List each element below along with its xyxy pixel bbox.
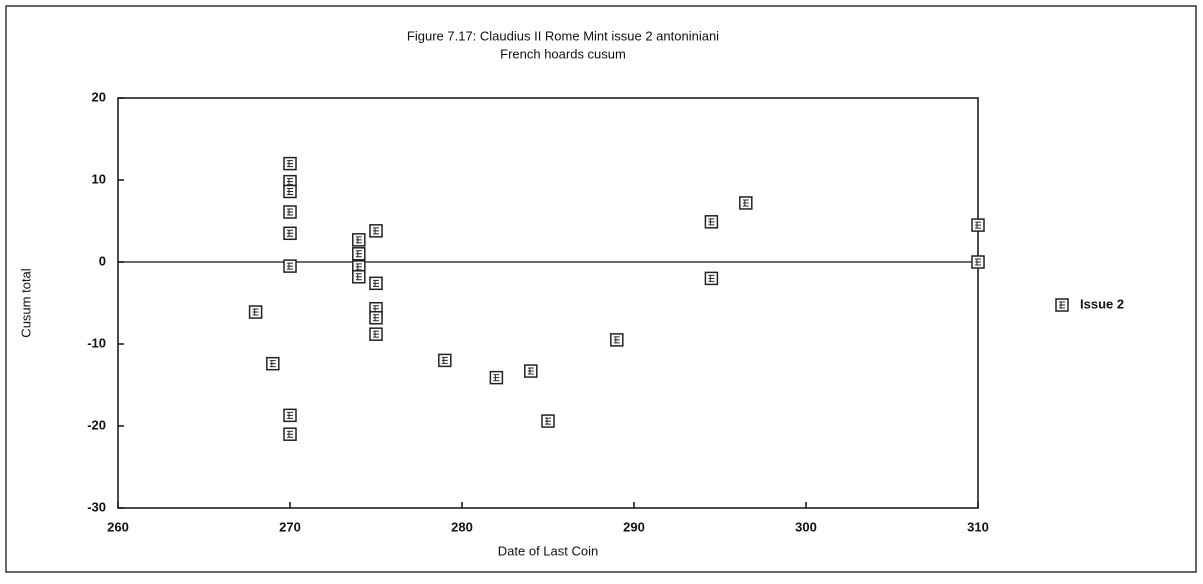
marker-hatch bbox=[287, 262, 293, 270]
y-tick-label: 20 bbox=[92, 89, 106, 104]
x-tick-label: 260 bbox=[107, 519, 129, 534]
marker-hatch bbox=[287, 187, 293, 195]
chart-title: Figure 7.17: Claudius II Rome Mint issue… bbox=[407, 28, 719, 43]
marker-hatch bbox=[355, 273, 362, 281]
data-point bbox=[541, 414, 555, 428]
data-point bbox=[438, 353, 452, 368]
y-tick-label: -10 bbox=[87, 335, 106, 350]
data-point bbox=[352, 247, 366, 261]
data-point bbox=[266, 356, 280, 371]
marker-hatch bbox=[708, 274, 715, 282]
marker-hatch bbox=[355, 263, 362, 271]
data-point bbox=[610, 333, 624, 347]
marker-hatch bbox=[373, 305, 379, 313]
data-point bbox=[704, 215, 719, 229]
x-tick-label: 300 bbox=[795, 519, 817, 534]
marker-hatch bbox=[1059, 301, 1065, 309]
y-tick-label: 0 bbox=[99, 253, 106, 268]
marker-hatch bbox=[493, 374, 500, 382]
marker-hatch bbox=[373, 279, 379, 287]
frame bbox=[5, 5, 1197, 573]
marker-hatch bbox=[287, 430, 293, 438]
marker-hatch bbox=[373, 314, 379, 322]
y-tick-label: -20 bbox=[87, 417, 106, 432]
data-point bbox=[369, 311, 383, 325]
data-point bbox=[283, 184, 297, 199]
data-point bbox=[524, 364, 538, 378]
data-point bbox=[971, 218, 985, 232]
data-point bbox=[283, 408, 297, 423]
data-point bbox=[283, 156, 297, 171]
x-tick-label: 290 bbox=[623, 519, 645, 534]
marker-hatch bbox=[527, 367, 534, 375]
x-tick-label: 270 bbox=[279, 519, 301, 534]
marker-hatch bbox=[975, 258, 981, 266]
data-point bbox=[739, 196, 753, 210]
x-axis-label: Date of Last Coin bbox=[498, 543, 598, 558]
marker-hatch bbox=[708, 218, 715, 226]
marker-hatch bbox=[287, 178, 293, 186]
legend-marker bbox=[1055, 298, 1069, 312]
y-axis-label: Cusum total bbox=[18, 268, 33, 337]
data-point bbox=[971, 255, 985, 269]
y-tick-label: -30 bbox=[87, 499, 106, 514]
data-point bbox=[489, 370, 504, 385]
data-point bbox=[352, 233, 366, 247]
marker-hatch bbox=[287, 208, 293, 216]
legend-label: Issue 2 bbox=[1080, 296, 1124, 311]
marker-hatch bbox=[441, 356, 448, 364]
marker-hatch bbox=[742, 199, 749, 207]
data-point bbox=[352, 270, 366, 284]
marker-hatch bbox=[252, 308, 259, 316]
marker-hatch bbox=[355, 250, 362, 258]
marker-hatch bbox=[287, 160, 293, 168]
data-point bbox=[704, 271, 719, 286]
data-point bbox=[369, 224, 383, 238]
data-point bbox=[283, 259, 297, 273]
data-point bbox=[283, 226, 297, 241]
marker-hatch bbox=[355, 236, 362, 244]
marker-hatch bbox=[613, 336, 620, 344]
x-tick-label: 310 bbox=[967, 519, 989, 534]
data-point bbox=[283, 205, 297, 219]
marker-hatch bbox=[269, 360, 276, 368]
chart-subtitle: French hoards cusum bbox=[500, 46, 626, 61]
data-point bbox=[283, 427, 297, 441]
marker-hatch bbox=[373, 330, 379, 338]
x-tick-label: 280 bbox=[451, 519, 473, 534]
y-tick-label: 10 bbox=[92, 171, 106, 186]
marker-hatch bbox=[373, 227, 379, 235]
data-point bbox=[369, 276, 383, 291]
data-point bbox=[248, 305, 263, 319]
plot-area bbox=[117, 97, 979, 509]
marker-hatch bbox=[975, 221, 981, 229]
marker-hatch bbox=[287, 229, 293, 237]
marker-hatch bbox=[545, 417, 551, 425]
data-point bbox=[369, 327, 383, 341]
marker-hatch bbox=[287, 411, 293, 419]
